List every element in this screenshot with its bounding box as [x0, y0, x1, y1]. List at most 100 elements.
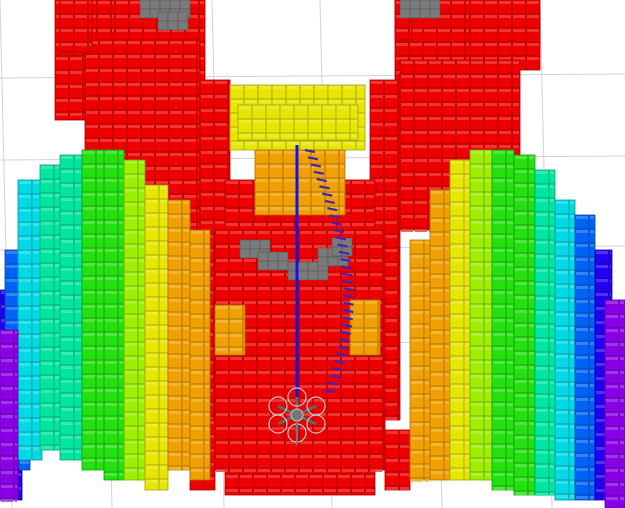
- voxel: [377, 299, 381, 315]
- drone-model[interactable]: [268, 387, 326, 445]
- voxel: [397, 205, 401, 221]
- voxel: [397, 373, 401, 389]
- trajectory-marker: [340, 330, 352, 335]
- voxel: [618, 495, 625, 508]
- voxel: [408, 27, 413, 41]
- occupied-voxel: [341, 246, 353, 257]
- trajectory-marker: [343, 287, 354, 292]
- voxel: [382, 299, 386, 315]
- voxel: [397, 387, 401, 403]
- voxel: [382, 285, 386, 301]
- trajectory-marker: [335, 236, 347, 241]
- occupied-voxel: [409, 8, 421, 19]
- occupied-voxel: [239, 248, 251, 259]
- trajectory-marker: [339, 338, 351, 343]
- voxel: [397, 317, 401, 333]
- trajectory-marker: [325, 388, 336, 394]
- voxel: [397, 107, 401, 123]
- occupied-voxel: [249, 239, 261, 250]
- trajectory-marker: [343, 301, 354, 306]
- occupied-voxel: [177, 20, 189, 31]
- trajectory-marker: [343, 294, 354, 299]
- trajectory-marker: [341, 323, 353, 328]
- occupied-voxel: [167, 20, 179, 31]
- trajectory-marker: [340, 258, 351, 263]
- voxel: [397, 359, 401, 375]
- occupied-voxel: [149, 0, 161, 10]
- voxel: [397, 135, 401, 151]
- occupied-voxel: [267, 260, 279, 271]
- trajectory-marker: [319, 185, 330, 190]
- occupied-voxel: [169, 0, 181, 10]
- rotor: [306, 396, 326, 416]
- voxel: [397, 261, 401, 277]
- rotor: [268, 396, 288, 416]
- voxel: [397, 191, 401, 207]
- trajectory-marker: [307, 156, 319, 161]
- trajectory-marker: [342, 272, 353, 277]
- occupied-voxel: [419, 8, 431, 19]
- trajectory-marker: [310, 163, 322, 168]
- trajectory-markers: [304, 148, 354, 394]
- trajectory-marker: [337, 243, 348, 248]
- trajectory-marker: [342, 316, 354, 321]
- voxel: [377, 313, 381, 329]
- trajectory-marker: [330, 374, 341, 379]
- voxel: [397, 219, 401, 235]
- occupied-voxel: [277, 260, 289, 271]
- voxel: [397, 247, 401, 263]
- occupied-voxel: [307, 261, 319, 272]
- voxel: [382, 229, 386, 245]
- trajectory-marker: [321, 192, 333, 197]
- voxel: [397, 79, 401, 95]
- occupied-voxel: [429, 8, 441, 19]
- trajectory-marker: [333, 228, 345, 234]
- voxel: [355, 140, 366, 151]
- occupied-voxel: [327, 256, 339, 267]
- voxel: [382, 369, 386, 385]
- occupied-voxel: [139, 0, 151, 10]
- occupied-voxel: [267, 251, 279, 262]
- voxel: [382, 257, 386, 273]
- voxel: [382, 271, 386, 287]
- voxel: [382, 383, 386, 399]
- trajectory-marker: [327, 381, 339, 386]
- voxel: [377, 327, 381, 343]
- voxel: [397, 233, 401, 249]
- occupied-voxel: [167, 11, 179, 22]
- occupied-voxel: [297, 261, 309, 272]
- voxel: [397, 401, 401, 417]
- occupied-voxel: [177, 11, 189, 22]
- voxel: [397, 93, 401, 109]
- voxel: [397, 345, 401, 361]
- voxel: [397, 177, 401, 193]
- trajectory-marker: [332, 367, 343, 372]
- voxel: [382, 341, 386, 357]
- voxel: [397, 121, 401, 137]
- occupied-voxel: [317, 270, 329, 281]
- voxel: [397, 289, 401, 305]
- occupied-voxel: [429, 0, 441, 10]
- voxel: [87, 41, 93, 53]
- voxel: [382, 313, 386, 329]
- occupied-voxel: [257, 251, 269, 262]
- occupied-voxel: [259, 239, 271, 250]
- voxel: [242, 304, 246, 320]
- voxel: [382, 411, 386, 427]
- trajectory-marker: [304, 148, 316, 154]
- occupied-voxel: [257, 260, 269, 271]
- occupied-voxel: [317, 256, 329, 267]
- occupied-voxel: [157, 11, 169, 22]
- rotor: [287, 387, 307, 407]
- trajectory-marker: [334, 359, 346, 364]
- occupied-voxel: [307, 270, 319, 281]
- occupied-voxel: [179, 0, 191, 10]
- trajectory-marker: [324, 199, 336, 204]
- trajectory-marker: [329, 214, 340, 219]
- trajectory-marker: [338, 250, 350, 255]
- trajectory-marker: [327, 207, 338, 212]
- voxel: [338, 205, 346, 216]
